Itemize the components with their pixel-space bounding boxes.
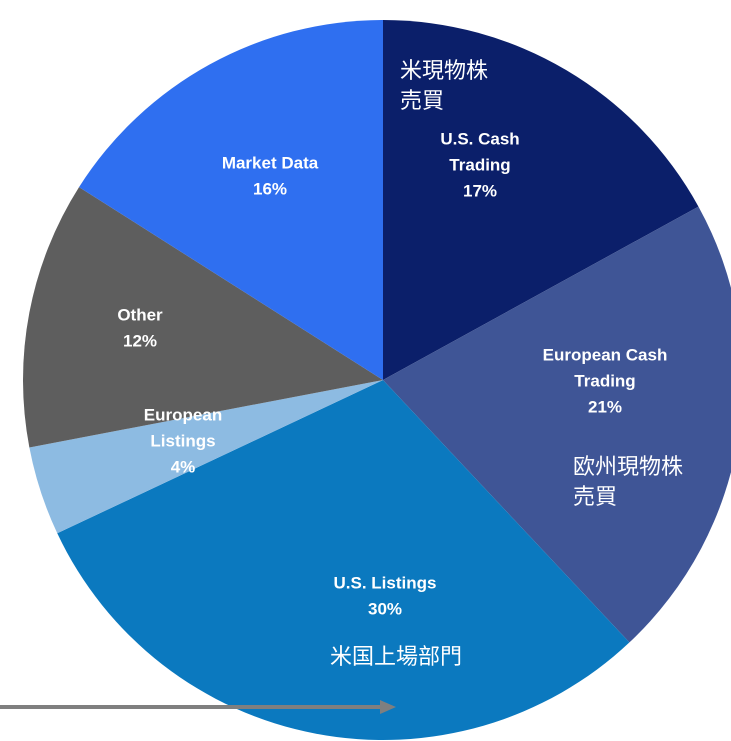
slice-value: 16% bbox=[253, 179, 287, 198]
slice-label: Market Data bbox=[222, 153, 319, 172]
annotation: 欧州現物株 bbox=[573, 455, 683, 480]
annotation: 米国上場部門 bbox=[330, 645, 462, 670]
slice-label: European Cash bbox=[543, 345, 668, 364]
slice-label: Trading bbox=[449, 155, 510, 174]
arrow-head bbox=[380, 700, 396, 714]
slice-value: 4% bbox=[171, 457, 196, 476]
slice-value: 17% bbox=[463, 181, 497, 200]
slice-label: Listings bbox=[150, 431, 215, 450]
slice-label: Other bbox=[117, 305, 163, 324]
annotation: 売買 bbox=[400, 89, 444, 114]
pie-slice bbox=[29, 380, 384, 534]
slice-label: U.S. Cash bbox=[440, 129, 519, 148]
pie-slice bbox=[22, 187, 383, 448]
slice-label: U.S. Listings bbox=[334, 573, 437, 592]
pie-slice bbox=[383, 20, 699, 380]
annotation: 米現物株 bbox=[400, 59, 488, 84]
slice-label: Trading bbox=[574, 371, 635, 390]
annotation: 売買 bbox=[573, 485, 617, 510]
slice-value: 21% bbox=[588, 397, 622, 416]
pie-slice bbox=[57, 380, 630, 740]
slice-value: 30% bbox=[368, 599, 402, 618]
slice-value: 12% bbox=[123, 331, 157, 350]
slice-label: European bbox=[144, 405, 222, 424]
pie-slice bbox=[79, 20, 384, 380]
pie-slice bbox=[383, 206, 731, 643]
